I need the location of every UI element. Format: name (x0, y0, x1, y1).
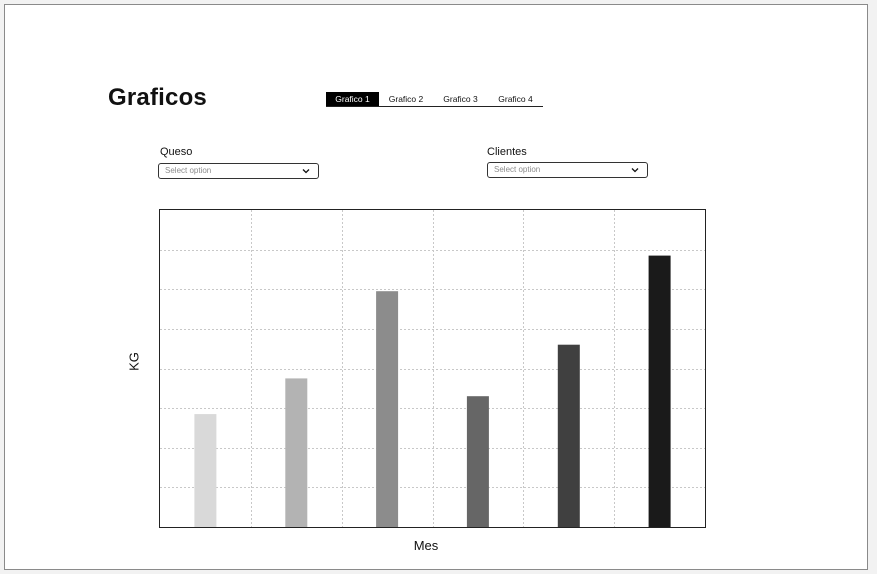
bar-4 (466, 396, 489, 527)
chevron-down-icon (631, 168, 639, 173)
chart-tabs: Grafico 1 Grafico 2 Grafico 3 Grafico 4 (326, 92, 543, 107)
bar-chart-svg (160, 210, 705, 527)
page-title: Graficos (108, 84, 207, 111)
queso-label: Queso (160, 146, 193, 158)
tab-grafico-4[interactable]: Grafico 4 (498, 94, 533, 104)
x-axis-label: Mes (413, 538, 439, 553)
clientes-select-placeholder: Select option (494, 165, 541, 174)
queso-select[interactable]: Select option (158, 163, 319, 179)
clientes-select[interactable]: Select option (487, 162, 648, 178)
bar-1 (194, 414, 217, 527)
tab-grafico-3[interactable]: Grafico 3 (443, 94, 478, 104)
bar-5 (557, 344, 580, 527)
clientes-label: Clientes (487, 146, 527, 158)
tab-grafico-2[interactable]: Grafico 2 (388, 94, 424, 104)
y-axis-label: KG (126, 352, 142, 371)
bar-chart (159, 209, 706, 528)
bar-3 (376, 291, 399, 527)
chevron-down-icon (302, 169, 310, 174)
bar-6 (648, 255, 671, 527)
bar-2 (285, 378, 308, 527)
tab-grafico-1[interactable]: Grafico 1 (326, 92, 379, 106)
queso-select-placeholder: Select option (165, 166, 212, 175)
